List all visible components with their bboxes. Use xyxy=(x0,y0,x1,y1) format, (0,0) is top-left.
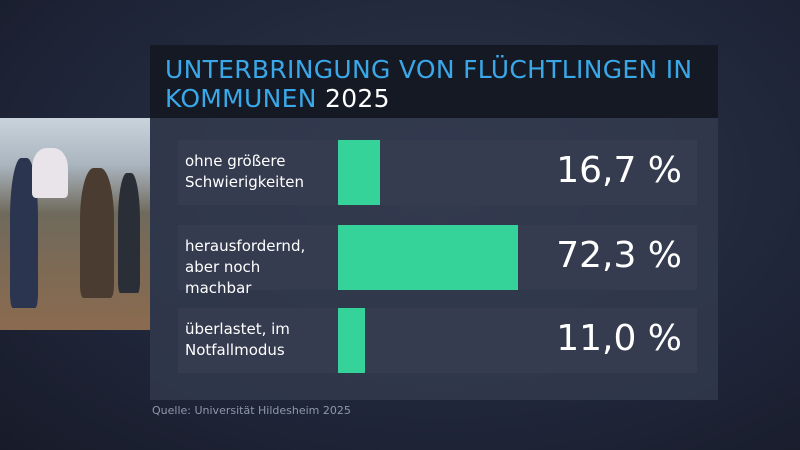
chart-title: UNTERBRINGUNG VON FLÜCHTLINGEN IN KOMMUN… xyxy=(165,55,705,113)
category-label: herausfordernd, aber noch machbar xyxy=(185,237,306,297)
title-text: UNTERBRINGUNG VON FLÜCHTLINGEN IN KOMMUN… xyxy=(165,55,693,113)
bar xyxy=(338,308,366,373)
value-label: 72,3 % xyxy=(556,235,682,276)
photo-figure xyxy=(118,173,140,293)
photo xyxy=(0,118,150,330)
row-background xyxy=(178,308,697,373)
bar xyxy=(338,140,380,205)
photo-figure xyxy=(32,148,68,198)
row-background xyxy=(178,140,697,205)
bar xyxy=(338,225,519,290)
photo-figure xyxy=(80,168,114,298)
value-label: 11,0 % xyxy=(556,318,682,359)
category-label: ohne größere Schwierigkeiten xyxy=(185,152,304,191)
category-label: überlastet, im Notfallmodus xyxy=(185,320,290,359)
title-year: 2025 xyxy=(325,84,390,113)
value-label: 16,7 % xyxy=(556,150,682,191)
title-bar xyxy=(150,45,718,118)
source: Quelle: Universität Hildesheim 2025 xyxy=(152,404,351,417)
